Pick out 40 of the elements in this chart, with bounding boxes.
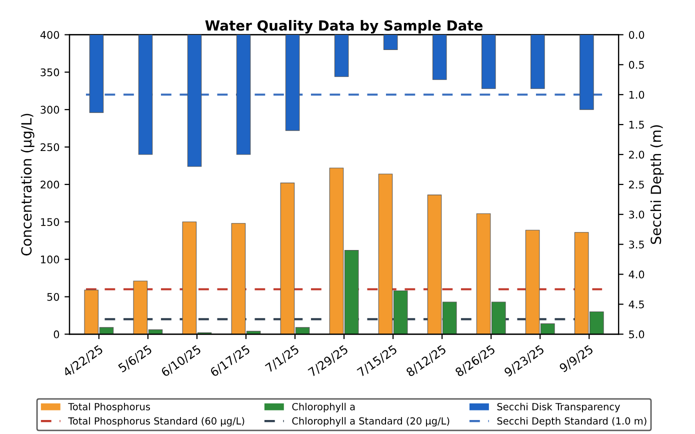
y2-tick-label: 3.5 — [629, 240, 644, 248]
y2-tick-label: 0.0 — [628, 30, 644, 39]
bar — [334, 34, 349, 77]
y-axis-title: Concentration (µg/L) — [20, 114, 34, 256]
legend-label: Secchi Depth Standard (1.0 m) — [497, 417, 646, 426]
y-tick-label: 250 — [40, 143, 60, 152]
legend-label: Chlorophyll a — [292, 402, 355, 412]
bar — [432, 34, 447, 80]
bar — [580, 34, 594, 110]
y2-tick-label: 0.5 — [628, 60, 644, 69]
chart-title: Water Quality Data by Sample Date — [205, 20, 483, 34]
y-tick-label: 200 — [40, 180, 60, 189]
bar — [138, 34, 153, 155]
y-tick-label: 50 — [47, 292, 60, 301]
bar — [482, 34, 496, 89]
y-tick-label: 100 — [41, 256, 60, 264]
y-tick-label: 0 — [54, 330, 60, 338]
y2-tick-label: 2.5 — [629, 180, 644, 189]
y2-tick-label: 2.0 — [629, 150, 644, 159]
y2-tick-label: 3.0 — [629, 210, 644, 218]
bar — [89, 34, 104, 113]
y-tick-label: 400 — [40, 30, 60, 39]
bar — [285, 34, 300, 131]
y2-tick-label: 4.5 — [628, 300, 644, 308]
bar — [530, 34, 545, 89]
legend-label: Secchi Disk Transparency — [497, 402, 620, 412]
bar — [187, 34, 202, 167]
legend-label: Total Phosphorus Standard (60 µg/L) — [68, 417, 244, 426]
bar — [236, 34, 251, 155]
y2-tick-label: 1.0 — [629, 90, 644, 99]
y-tick-label: 150 — [41, 218, 60, 226]
y2-axis-title: Secchi Depth (m) — [650, 125, 664, 244]
legend-label: Total Phosphorus — [68, 402, 150, 412]
bar — [383, 34, 398, 50]
legend-label: Chlorophyll a Standard (20 µg/L) — [292, 417, 450, 426]
y-tick-label: 300 — [40, 106, 60, 114]
y2-tick-label: 1.5 — [629, 120, 644, 129]
y-tick-label: 350 — [40, 68, 60, 76]
y2-tick-label: 5.0 — [629, 330, 644, 338]
y2-tick-label: 4.0 — [628, 270, 644, 278]
